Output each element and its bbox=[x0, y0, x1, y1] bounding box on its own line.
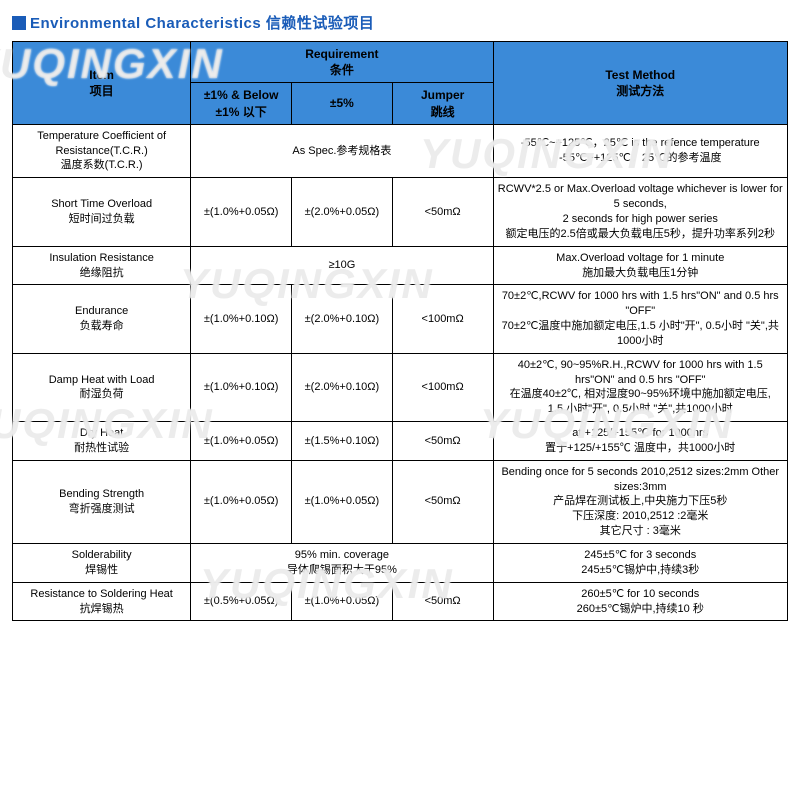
cell-requirement: <50mΩ bbox=[392, 422, 493, 461]
cell-requirement: ±(0.5%+0.05Ω) bbox=[191, 582, 292, 621]
cell-requirement: ±(1.0%+0.05Ω) bbox=[292, 582, 393, 621]
cell-requirement: ±(1.5%+0.10Ω) bbox=[292, 422, 393, 461]
table-row: Bending Strength 弯折强度测试±(1.0%+0.05Ω)±(1.… bbox=[13, 460, 788, 543]
cell-method: -55℃~+125℃，25℃ is the refence temperatur… bbox=[493, 124, 788, 178]
table-body: Temperature Coefficient of Resistance(T.… bbox=[13, 124, 788, 621]
spec-table: Item 项目 Requirement 条件 Test Method 测试方法 … bbox=[12, 41, 788, 621]
cell-requirement: ±(1.0%+0.05Ω) bbox=[191, 460, 292, 543]
header-sub1: ±1% & Below ±1% 以下 bbox=[191, 83, 292, 124]
cell-requirement: <100mΩ bbox=[392, 285, 493, 353]
header-row-1: Item 项目 Requirement 条件 Test Method 测试方法 bbox=[13, 42, 788, 83]
table-row: Solderability 焊锡性95% min. coverage 导体爬锡面… bbox=[13, 544, 788, 583]
header-requirement: Requirement 条件 bbox=[191, 42, 493, 83]
cell-item: Short Time Overload 短时间过负载 bbox=[13, 178, 191, 246]
cell-item: Dry Heat 耐热性试验 bbox=[13, 422, 191, 461]
header-sub3: Jumper 跳线 bbox=[392, 83, 493, 124]
title-square-icon bbox=[12, 16, 26, 30]
cell-item: Damp Heat with Load 耐湿负荷 bbox=[13, 353, 191, 421]
cell-item: Resistance to Soldering Heat 抗焊锡热 bbox=[13, 582, 191, 621]
header-method: Test Method 测试方法 bbox=[493, 42, 788, 125]
cell-requirement: ±(1.0%+0.10Ω) bbox=[191, 285, 292, 353]
cell-requirement-span: As Spec.参考规格表 bbox=[191, 124, 493, 178]
header-item: Item 项目 bbox=[13, 42, 191, 125]
cell-requirement: ±(1.0%+0.05Ω) bbox=[292, 460, 393, 543]
table-row: Insulation Resistance 绝缘阻抗≥10GMax.Overlo… bbox=[13, 246, 788, 285]
table-row: Temperature Coefficient of Resistance(T.… bbox=[13, 124, 788, 178]
table-row: Endurance 负载寿命±(1.0%+0.10Ω)±(2.0%+0.10Ω)… bbox=[13, 285, 788, 353]
cell-requirement: ±(1.0%+0.10Ω) bbox=[191, 353, 292, 421]
cell-requirement: ±(2.0%+0.10Ω) bbox=[292, 285, 393, 353]
cell-method: Bending once for 5 seconds 2010,2512 siz… bbox=[493, 460, 788, 543]
cell-requirement-span: 95% min. coverage 导体爬锡面积大于95% bbox=[191, 544, 493, 583]
cell-item: Temperature Coefficient of Resistance(T.… bbox=[13, 124, 191, 178]
header-sub2: ±5% bbox=[292, 83, 393, 124]
table-row: Dry Heat 耐热性试验±(1.0%+0.05Ω)±(1.5%+0.10Ω)… bbox=[13, 422, 788, 461]
cell-method: 70±2℃,RCWV for 1000 hrs with 1.5 hrs"ON"… bbox=[493, 285, 788, 353]
cell-method: 245±5℃ for 3 seconds 245±5℃锡炉中,持续3秒 bbox=[493, 544, 788, 583]
cell-item: Insulation Resistance 绝缘阻抗 bbox=[13, 246, 191, 285]
cell-requirement: <50mΩ bbox=[392, 582, 493, 621]
cell-requirement: ±(2.0%+0.05Ω) bbox=[292, 178, 393, 246]
cell-method: RCWV*2.5 or Max.Overload voltage whichev… bbox=[493, 178, 788, 246]
section-title: Environmental Characteristics 信赖性试验项目 bbox=[12, 12, 788, 33]
cell-requirement: <50mΩ bbox=[392, 178, 493, 246]
cell-requirement: ±(1.0%+0.05Ω) bbox=[191, 422, 292, 461]
table-row: Resistance to Soldering Heat 抗焊锡热±(0.5%+… bbox=[13, 582, 788, 621]
cell-requirement: ±(2.0%+0.10Ω) bbox=[292, 353, 393, 421]
cell-item: Endurance 负载寿命 bbox=[13, 285, 191, 353]
cell-requirement: <100mΩ bbox=[392, 353, 493, 421]
table-row: Short Time Overload 短时间过负载±(1.0%+0.05Ω)±… bbox=[13, 178, 788, 246]
cell-requirement-span: ≥10G bbox=[191, 246, 493, 285]
cell-method: 40±2℃, 90~95%R.H.,RCWV for 1000 hrs with… bbox=[493, 353, 788, 421]
table-row: Damp Heat with Load 耐湿负荷±(1.0%+0.10Ω)±(2… bbox=[13, 353, 788, 421]
cell-requirement: <50mΩ bbox=[392, 460, 493, 543]
cell-method: 260±5℃ for 10 seconds 260±5℃锡炉中,持续10 秒 bbox=[493, 582, 788, 621]
cell-item: Solderability 焊锡性 bbox=[13, 544, 191, 583]
title-text: Environmental Characteristics 信赖性试验项目 bbox=[30, 12, 374, 33]
cell-method: Max.Overload voltage for 1 minute 施加最大负载… bbox=[493, 246, 788, 285]
cell-requirement: ±(1.0%+0.05Ω) bbox=[191, 178, 292, 246]
cell-method: at +125/+155℃ for 1000hrs 置于+125/+155℃ 温… bbox=[493, 422, 788, 461]
cell-item: Bending Strength 弯折强度测试 bbox=[13, 460, 191, 543]
